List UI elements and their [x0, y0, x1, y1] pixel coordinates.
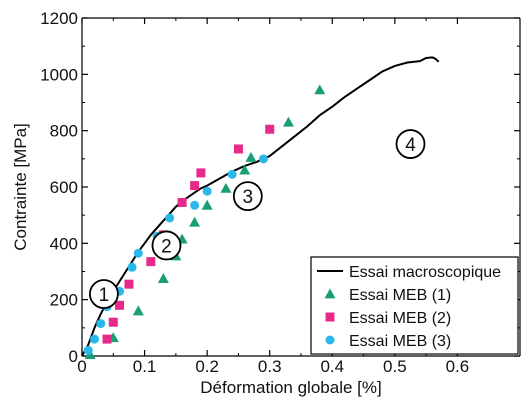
- data-point: [283, 117, 294, 127]
- data-point: [265, 125, 274, 134]
- x-tick-label: 0: [77, 357, 86, 376]
- annotation-1: 1: [90, 280, 118, 308]
- legend-marker-swatch: [326, 336, 335, 345]
- x-axis-title: Déformation globale [%]: [200, 378, 381, 397]
- data-point: [96, 319, 105, 328]
- data-point: [84, 346, 93, 355]
- data-point: [189, 217, 200, 227]
- annotation-label: 3: [243, 187, 254, 208]
- data-point: [90, 335, 99, 344]
- x-tick-label: 0.2: [195, 357, 219, 376]
- legend-label: Essai MEB (2): [349, 310, 451, 327]
- y-tick-label: 800: [50, 122, 78, 141]
- annotation-label: 1: [99, 285, 110, 306]
- data-point: [158, 273, 169, 283]
- annotation-4: 4: [397, 130, 425, 158]
- annotation-label: 4: [405, 135, 416, 156]
- y-tick-label: 1200: [40, 9, 78, 28]
- data-point: [103, 335, 112, 344]
- legend: Essai macroscopique Essai MEB (1) Essai ME…: [311, 257, 518, 354]
- legend-label: Essai macroscopique: [349, 264, 501, 281]
- data-point: [133, 305, 144, 315]
- y-axis-title: Contrainte [MPa]: [11, 123, 30, 251]
- data-point: [259, 154, 268, 163]
- annotation-label: 2: [161, 236, 172, 257]
- y-tick-label: 400: [50, 234, 78, 253]
- y-tick-label: 200: [50, 291, 78, 310]
- x-tick-label: 0.1: [133, 357, 157, 376]
- data-point: [314, 84, 325, 94]
- data-point: [165, 213, 174, 222]
- data-point: [190, 181, 199, 190]
- data-point: [220, 183, 231, 193]
- legend-marker-swatch: [326, 313, 335, 322]
- data-point: [239, 165, 250, 175]
- data-point: [228, 170, 237, 179]
- data-point: [109, 318, 118, 327]
- data-point: [234, 144, 243, 153]
- y-tick-label: 600: [50, 178, 78, 197]
- annotation-2: 2: [152, 231, 180, 259]
- data-point: [245, 152, 256, 162]
- x-tick-label: 0.6: [446, 357, 470, 376]
- data-point: [196, 168, 205, 177]
- y-tick-label: 0: [69, 347, 78, 366]
- data-point: [203, 187, 212, 196]
- legend-label: Essai MEB (3): [349, 333, 451, 350]
- series-2: [85, 84, 326, 359]
- x-tick-label: 0.3: [258, 357, 282, 376]
- data-point: [124, 280, 133, 289]
- data-point: [134, 249, 143, 258]
- data-point: [202, 200, 213, 210]
- annotation-3: 3: [234, 182, 262, 210]
- x-tick-label: 0.4: [320, 357, 344, 376]
- legend-label: Essai MEB (1): [349, 287, 451, 304]
- data-point: [190, 201, 199, 210]
- data-point: [178, 198, 187, 207]
- data-point: [146, 257, 155, 266]
- y-tick-label: 1000: [40, 65, 78, 84]
- x-tick-label: 0.5: [383, 357, 407, 376]
- data-point: [128, 263, 137, 272]
